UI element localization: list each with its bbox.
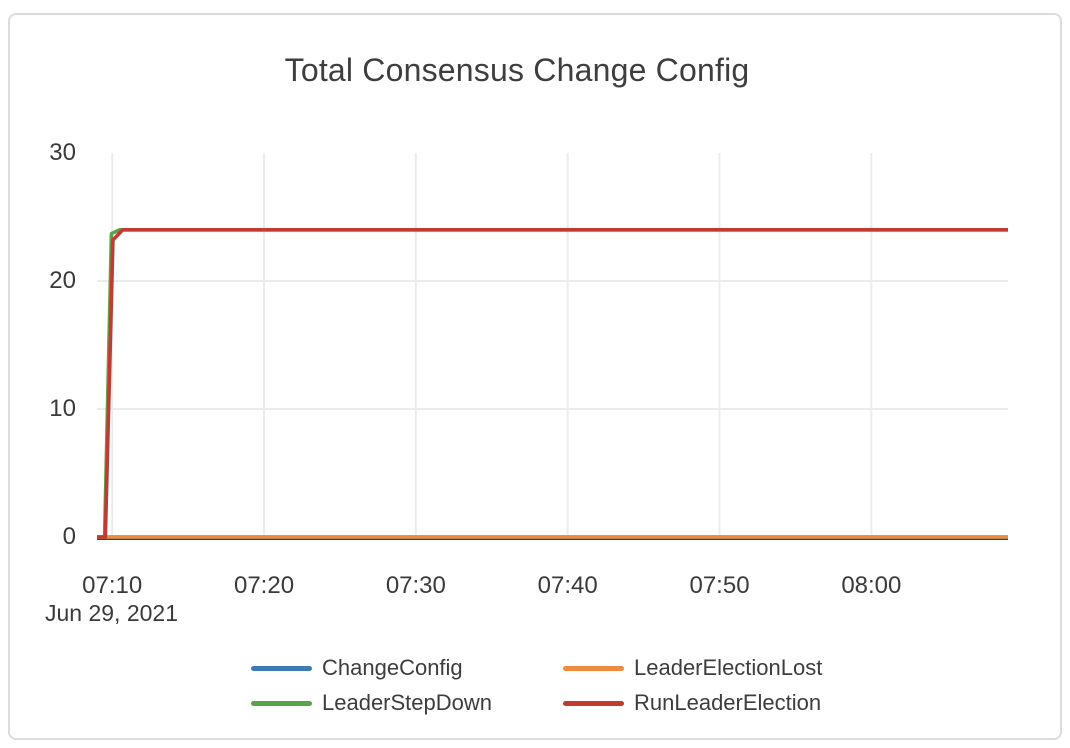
y-tick-label: 20 — [49, 267, 76, 294]
legend-item-LeaderStepDown[interactable]: LeaderStepDown — [251, 690, 492, 716]
legend-label: LeaderStepDown — [322, 690, 493, 715]
y-tick-label: 0 — [62, 523, 76, 550]
x-tick-label: 08:00 — [841, 572, 902, 599]
x-tick-label: 07:30 — [385, 572, 446, 599]
legend-item-RunLeaderElection[interactable]: RunLeaderElection — [563, 690, 821, 716]
y-tick-label: 30 — [49, 139, 76, 166]
legend-label: RunLeaderElection — [634, 690, 822, 715]
x-tick-label: 07:10 — [82, 572, 143, 599]
x-tick-label: 07:20 — [233, 572, 295, 599]
legend-label: ChangeConfig — [322, 655, 463, 680]
legend-item-ChangeConfig[interactable]: ChangeConfig — [251, 655, 463, 681]
legend-swatch-ChangeConfig — [251, 665, 312, 671]
x-tick-label: 07:50 — [689, 572, 750, 599]
legend-swatch-LeaderStepDown — [251, 700, 312, 706]
legend-swatch-RunLeaderElection — [563, 700, 624, 706]
x-axis-date-label: Jun 29, 2021 — [45, 600, 179, 626]
series-line-RunLeaderElection — [97, 228, 1008, 539]
chart-card — [8, 13, 1062, 740]
chart-title: Total Consensus Change Config — [284, 52, 750, 88]
y-tick-label: 10 — [49, 395, 76, 422]
legend-label: LeaderElectionLost — [634, 655, 823, 680]
x-tick-label: 07:40 — [537, 572, 598, 599]
legend-swatch-LeaderElectionLost — [563, 665, 624, 671]
legend-item-LeaderElectionLost[interactable]: LeaderElectionLost — [563, 655, 822, 681]
